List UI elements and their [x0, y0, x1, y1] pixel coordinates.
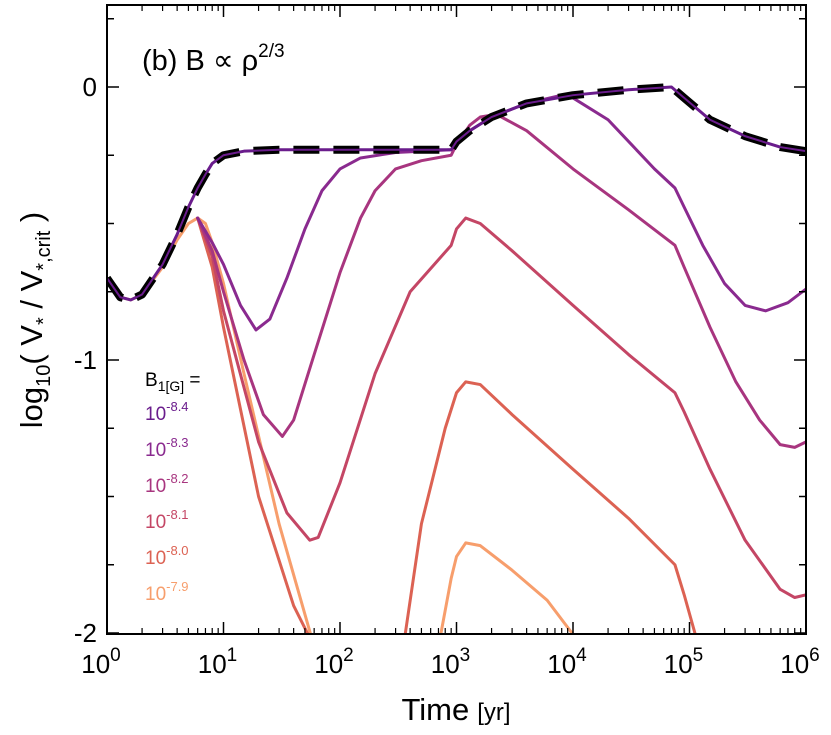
legend-title: B1[G] =: [145, 370, 201, 394]
legend-entry: 10-8.0: [145, 543, 189, 569]
legend-entry: 10-7.9: [145, 579, 189, 605]
y-tick-label: -2: [74, 618, 97, 648]
series-line-10^-8.2: [196, 112, 806, 449]
x-tick-label: 105: [664, 645, 704, 679]
plot-frame: [106, 4, 807, 635]
series-line-10^-8.0-b: [403, 380, 697, 634]
series-line-10^-7.9: [107, 216, 313, 634]
panel-annotation: (b) B ∝ ρ2/3: [142, 41, 285, 77]
x-tick-label: 102: [314, 645, 354, 679]
y-axis-title: log10( V* / V*,crit ): [14, 212, 55, 429]
x-tick-label: 101: [198, 645, 238, 679]
ticks-layer: [106, 5, 807, 634]
x-tick-label: 100: [81, 645, 121, 679]
series-layer: [107, 83, 806, 634]
legend: 10-8.4 10-8.3 10-8.2 10-8.1 10-8.0 10-7.9: [145, 399, 189, 605]
x-axis-title: Time [yr]: [401, 692, 510, 727]
x-tick-label: 103: [431, 645, 471, 679]
y-tick-labels: 0 -1 -2: [74, 72, 97, 648]
legend-entry: 10-8.4: [145, 399, 189, 425]
x-tick-labels: 100 101 102 103 104 105 106: [81, 645, 820, 679]
legend-entry: 10-8.2: [145, 471, 189, 497]
series-line-10^-8.1: [196, 216, 806, 600]
x-tick-label: 104: [547, 645, 587, 679]
y-tick-label: 0: [83, 72, 97, 102]
y-tick-label: -1: [74, 345, 97, 375]
legend-entry: 10-8.1: [145, 507, 189, 533]
x-tick-label: 106: [780, 645, 820, 679]
series-line-10^-7.9-b: [439, 541, 575, 634]
series-line-10^-8.3: [196, 93, 806, 332]
legend-entry: 10-8.3: [145, 435, 189, 461]
series-line-envelope-inner: [107, 85, 806, 302]
series-line-10^-8.0: [196, 216, 310, 634]
